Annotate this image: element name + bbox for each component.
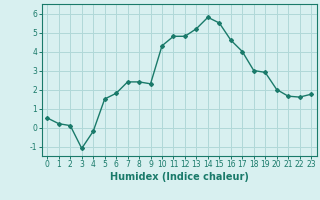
X-axis label: Humidex (Indice chaleur): Humidex (Indice chaleur) xyxy=(110,172,249,182)
